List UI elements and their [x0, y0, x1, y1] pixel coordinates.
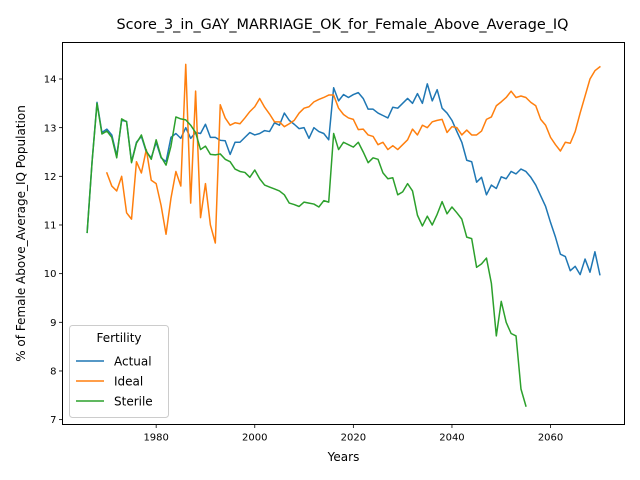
legend-label-sterile: Sterile: [114, 394, 153, 408]
y-tick-label: 10: [44, 269, 57, 280]
legend-label-actual: Actual: [114, 354, 152, 368]
x-tick-label: 2000: [242, 433, 267, 444]
y-tick-label: 13: [44, 123, 57, 134]
y-tick-label: 12: [44, 172, 57, 183]
legend-title: Fertility: [96, 331, 141, 345]
x-tick-label: 2040: [439, 433, 464, 444]
y-tick-label: 11: [44, 221, 57, 232]
x-tick-label: 1980: [143, 433, 168, 444]
legend: Fertility Actual Ideal Sterile: [70, 326, 169, 418]
y-tick-label: 7: [50, 415, 56, 426]
y-tick-label: 14: [44, 75, 57, 86]
legend-label-ideal: Ideal: [114, 374, 143, 388]
y-tick-label: 8: [50, 367, 56, 378]
x-axis-label: Years: [327, 450, 360, 464]
x-tick-label: 2060: [538, 433, 563, 444]
x-tick-label: 2020: [341, 433, 366, 444]
y-tick-label: 9: [50, 318, 56, 329]
chart-title: Score_3_in_GAY_MARRIAGE_OK_for_Female_Ab…: [117, 17, 569, 33]
y-axis-label: % of Female Above_Average_IQ Population: [14, 105, 28, 362]
